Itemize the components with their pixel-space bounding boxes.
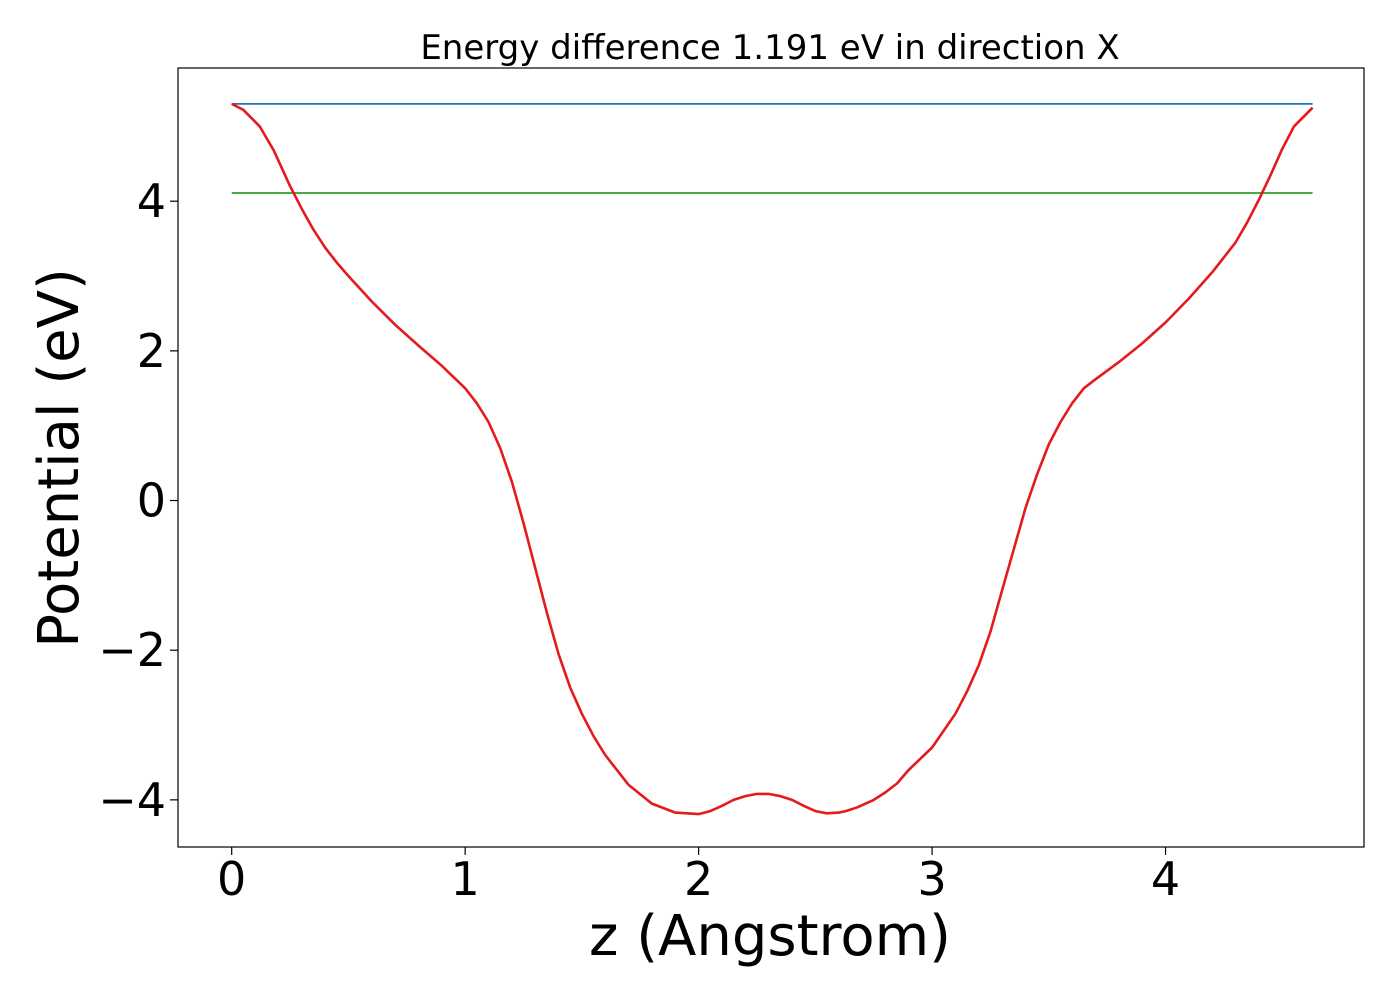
chart-title: Energy difference 1.191 eV in direction … — [420, 28, 1119, 68]
y-tick-label: 4 — [137, 174, 166, 228]
series-line-3 — [231, 102, 1314, 816]
x-axis-label: z (Angstrom) — [589, 904, 951, 969]
x-tick-label: 2 — [684, 852, 713, 906]
y-tick-label: 2 — [137, 324, 166, 378]
x-axis: 0 1 2 3 4 — [217, 847, 1180, 906]
plot-area — [231, 102, 1314, 816]
x-tick-label: 0 — [217, 852, 246, 906]
x-tick-label: 3 — [917, 852, 946, 906]
y-axis-label: Potential (eV) — [27, 268, 92, 648]
y-tick-label: −2 — [98, 623, 166, 677]
x-tick-label: 4 — [1151, 852, 1180, 906]
y-tick-label: −4 — [98, 773, 166, 827]
y-tick-label: 0 — [137, 474, 166, 528]
y-axis: −4 −2 0 2 4 — [98, 174, 178, 827]
plot-frame — [177, 67, 1365, 848]
x-tick-label: 1 — [451, 852, 480, 906]
